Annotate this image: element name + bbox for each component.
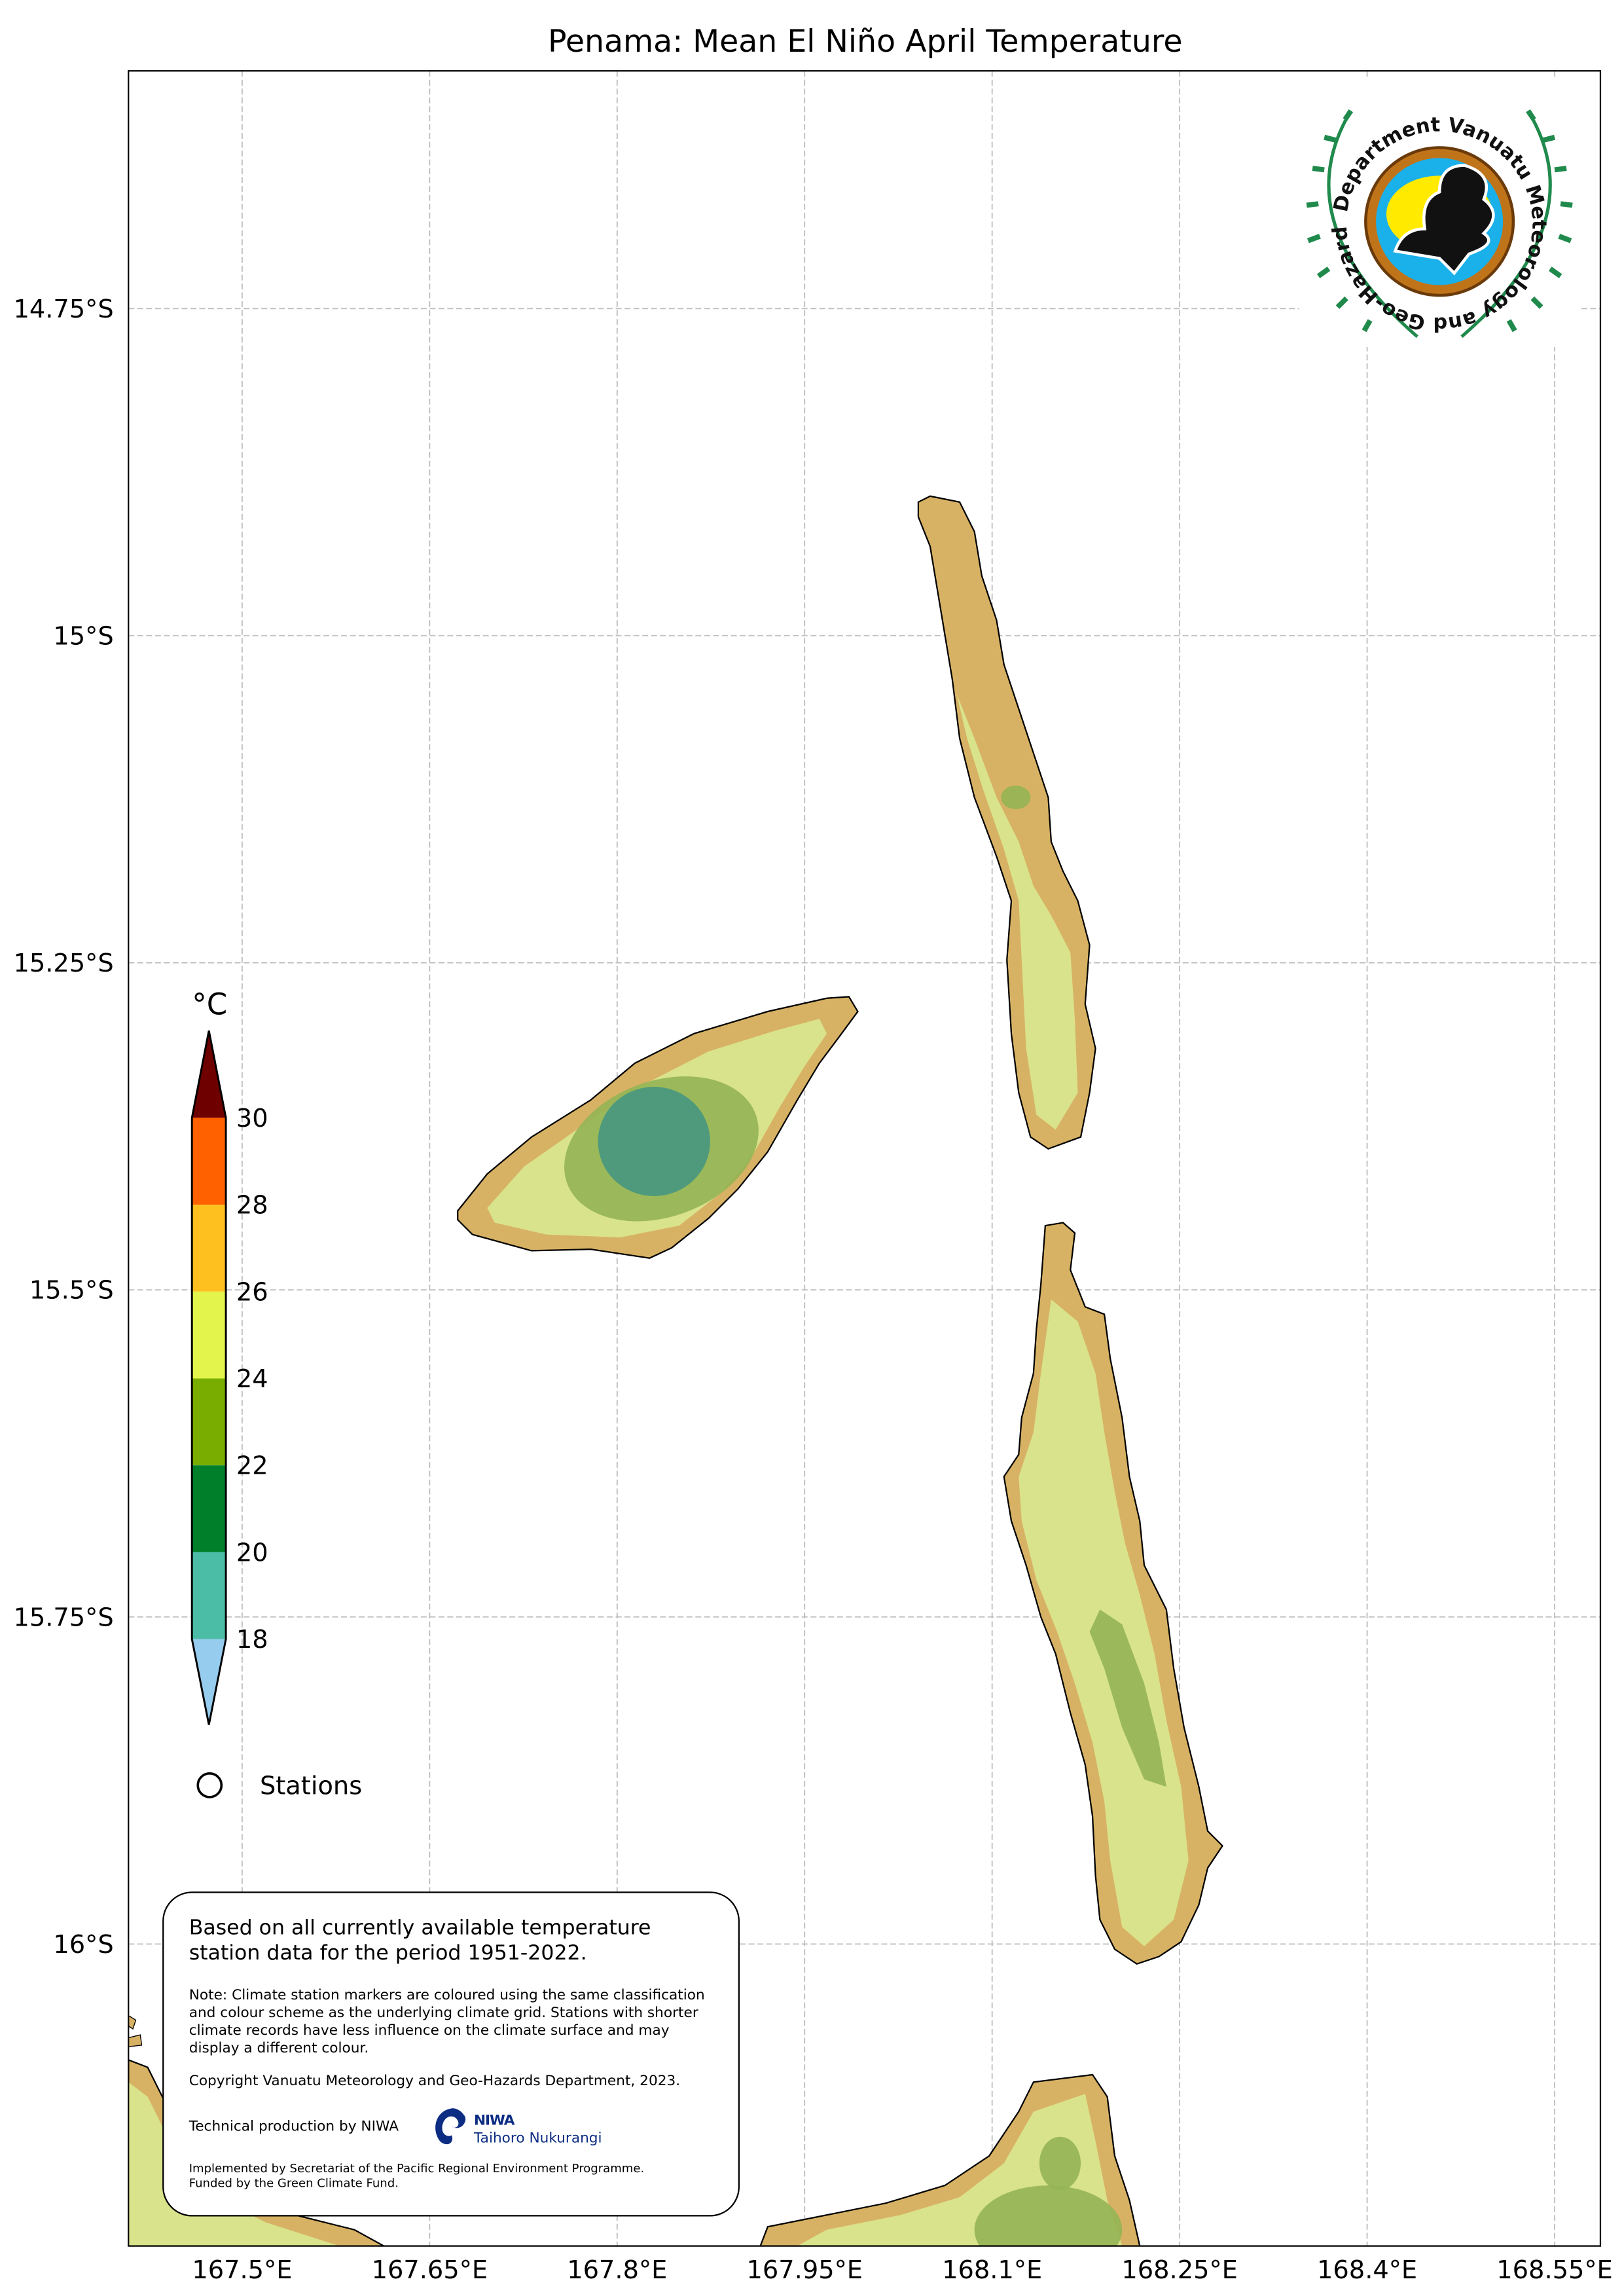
- lon-tick-label: 167.5°E: [192, 2255, 292, 2285]
- info-box: Based on all currently available tempera…: [162, 1891, 740, 2217]
- colorbar-bin: [192, 1118, 226, 1205]
- map-frame: [128, 70, 1602, 2247]
- niwa-swirl-icon: [435, 2108, 466, 2145]
- lat-tick-label: 14.75°S: [13, 295, 113, 324]
- lon-tick-label: 168.55°E: [1496, 2255, 1612, 2285]
- colorbar-under-extension: [192, 1639, 226, 1725]
- colorbar-outline: [190, 1030, 227, 1725]
- colorbar-bin: [192, 1205, 226, 1292]
- lat-tick-label: 15.25°S: [13, 949, 113, 978]
- colorbar-over-extension: [192, 1030, 226, 1118]
- lon-tick-label: 167.8°E: [567, 2255, 667, 2285]
- info-implemented: Implemented by Secretariat of the Pacifi…: [189, 2162, 645, 2176]
- colorbar-tick-label: 30: [236, 1104, 268, 1133]
- colorbar-bin: [192, 1465, 226, 1552]
- niwa-logo: NIWA Taihoro Nukurangi: [431, 2105, 602, 2147]
- lon-tick-label: 168.4°E: [1317, 2255, 1417, 2285]
- map-title: Penama: Mean El Niño April Temperature: [547, 24, 1183, 60]
- map-background: [128, 71, 1600, 2246]
- colorbar-unit: °C: [192, 987, 227, 1022]
- niwa-logo-subtext: Taihoro Nukurangi: [474, 2130, 602, 2147]
- axis-tick-labels: 167.5°E 167.65°E 167.8°E 167.95°E 168.1°E 168…: [13, 295, 1612, 2285]
- island-ambrym: [759, 2073, 1141, 2246]
- station-marker-icon: [196, 1772, 223, 1798]
- colorbar-tick-label: 18: [236, 1625, 268, 1654]
- lon-tick-label: 168.25°E: [1121, 2255, 1238, 2285]
- lon-tick-label: 167.65°E: [372, 2255, 488, 2285]
- info-funded: Funded by the Green Climate Fund.: [189, 2176, 399, 2190]
- colorbar-tick-label: 20: [236, 1538, 268, 1567]
- lat-tick-label: 15.5°S: [29, 1276, 114, 1305]
- colorbar-tick-label: 24: [236, 1364, 268, 1394]
- colorbar-tick-label: 28: [236, 1191, 268, 1220]
- colorbar-tick-label: 22: [236, 1451, 268, 1481]
- colorbar-tick-label: 26: [236, 1277, 268, 1307]
- island-maewo: [917, 495, 1096, 1150]
- info-note: Note: Climate station markers are colour…: [189, 1987, 705, 2057]
- colorbar: °C 30 28 26 24 22 20 18: [190, 987, 268, 1725]
- lon-tick-label: 167.95°E: [746, 2255, 863, 2285]
- laurel-icon: [1306, 109, 1573, 338]
- island-pentecost: [1003, 1222, 1224, 1965]
- lon-tick-label: 168.1°E: [942, 2255, 1042, 2285]
- niwa-logo-text: NIWA: [474, 2112, 514, 2129]
- info-technical: Technical production by NIWA: [189, 2118, 399, 2135]
- lat-tick-label: 16°S: [53, 1930, 113, 1959]
- stations-legend-label: Stations: [260, 1771, 362, 1800]
- info-copyright: Copyright Vanuatu Meteorology and Geo-Ha…: [189, 2073, 681, 2090]
- colorbar-bin: [192, 1291, 226, 1379]
- lat-tick-label: 15.75°S: [13, 1603, 113, 1632]
- colorbar-bin: [192, 1552, 226, 1639]
- land-layer: [128, 495, 1224, 2246]
- info-summary: Based on all currently available tempera…: [189, 1916, 651, 1966]
- lat-tick-label: 15°S: [53, 622, 113, 651]
- island-ambae: [457, 996, 859, 1259]
- colorbar-bin: [192, 1378, 226, 1466]
